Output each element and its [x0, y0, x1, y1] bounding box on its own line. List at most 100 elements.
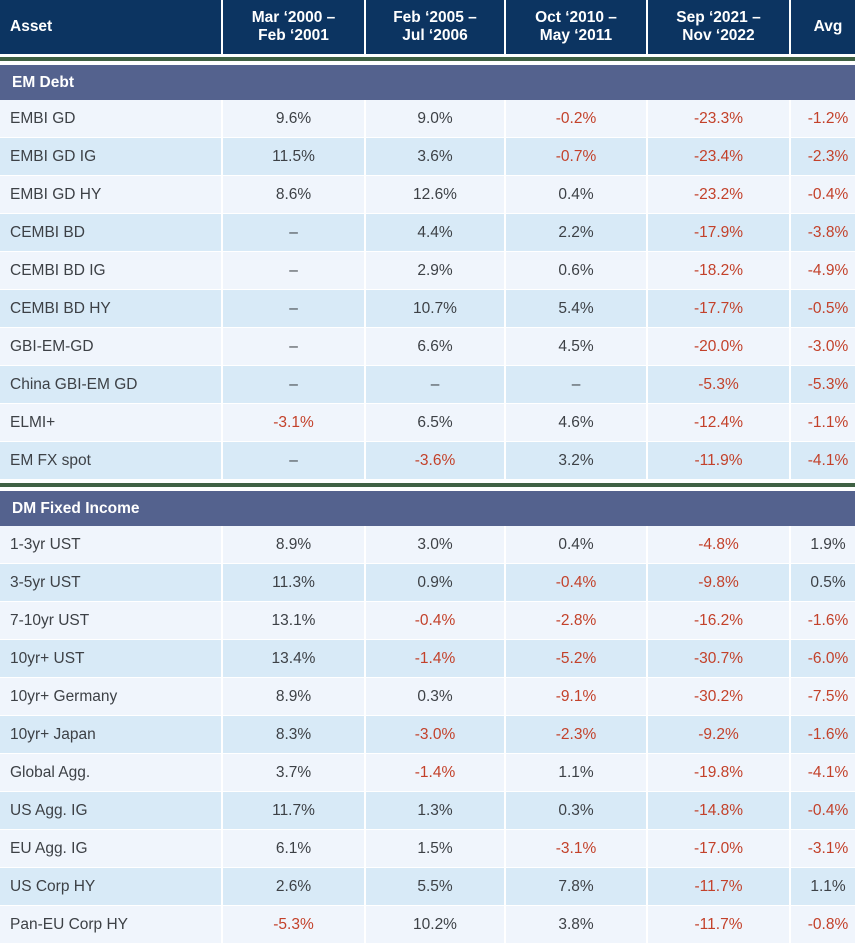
table-row: GBI-EM-GD –6.6% 4.5% -20.0% -3.0%	[0, 328, 855, 366]
cell-asset-name: ELMI+	[0, 404, 221, 441]
cell-asset-name: 1-3yr UST	[0, 526, 221, 563]
cell-average: -1.1%	[791, 404, 855, 441]
cell-asset-name: EU Agg. IG	[0, 830, 221, 867]
cell-period-return: -11.7%	[648, 906, 789, 943]
section-header-row: EM Debt	[0, 64, 855, 100]
column-header-asset-label: Asset	[10, 17, 53, 35]
cell-period-return: -1.4%	[366, 754, 504, 791]
cell-average: -0.4%	[791, 792, 855, 829]
cell-period-return: 8.6%	[223, 176, 364, 213]
column-header-asset: Asset	[0, 0, 221, 54]
cell-period-return: -0.7%	[506, 138, 646, 175]
cell-asset-name: 7-10yr UST	[0, 602, 221, 639]
table-row: CEMBI BD IG –2.9% 0.6% -18.2% -4.9%	[0, 252, 855, 290]
cell-average: -4.9%	[791, 252, 855, 289]
cell-average: -2.3%	[791, 138, 855, 175]
column-header-period-1: Mar ‘2000 – Feb ‘2001	[223, 0, 364, 54]
cell-period-return: –	[223, 214, 364, 251]
cell-asset-name: EMBI GD HY	[0, 176, 221, 213]
cell-period-return: 10.7%	[366, 290, 504, 327]
cell-average: -0.8%	[791, 906, 855, 943]
cell-average: -3.8%	[791, 214, 855, 251]
cell-asset-name: US Corp HY	[0, 868, 221, 905]
cell-period-return: 5.4%	[506, 290, 646, 327]
cell-period-return: –	[506, 366, 646, 403]
cell-period-return: -2.8%	[506, 602, 646, 639]
section-header-label: EM Debt	[12, 73, 74, 91]
cell-average: -0.4%	[791, 176, 855, 213]
cell-asset-name: 10yr+ Japan	[0, 716, 221, 753]
table-row: EMBI GD IG 11.5% 3.6% -0.7% -23.4% -2.3%	[0, 138, 855, 176]
table-row: EMBI GD HY 8.6% 12.6% 0.4% -23.2% -0.4%	[0, 176, 855, 214]
cell-period-return: -0.4%	[366, 602, 504, 639]
cell-period-return: –	[223, 290, 364, 327]
cell-asset-name: CEMBI BD HY	[0, 290, 221, 327]
column-header-period-4-label: Sep ‘2021 – Nov ‘2022	[676, 8, 761, 44]
cell-period-return: –	[223, 442, 364, 479]
cell-average: 0.5%	[791, 564, 855, 601]
column-header-period-4: Sep ‘2021 – Nov ‘2022	[648, 0, 789, 54]
cell-average: -1.6%	[791, 716, 855, 753]
section-header-row: DM Fixed Income	[0, 490, 855, 526]
table-row: US Agg. IG 11.7% 1.3% 0.3% -14.8% -0.4%	[0, 792, 855, 830]
cell-asset-name: EMBI GD	[0, 100, 221, 137]
cell-asset-name: 10yr+ Germany	[0, 678, 221, 715]
cell-period-return: 11.7%	[223, 792, 364, 829]
table-header-row: Asset Mar ‘2000 – Feb ‘2001 Feb ‘2005 – Ju…	[0, 0, 855, 54]
cell-period-return: -5.3%	[648, 366, 789, 403]
column-header-period-3: Oct ‘2010 – May ‘2011	[506, 0, 646, 54]
cell-period-return: 6.5%	[366, 404, 504, 441]
section-body: EMBI GD 9.6% 9.0% -0.2% -23.3% -1.2% EMBI GD I…	[0, 100, 855, 480]
cell-asset-name: Global Agg.	[0, 754, 221, 791]
cell-period-return: -5.3%	[223, 906, 364, 943]
cell-period-return: 9.6%	[223, 100, 364, 137]
cell-period-return: -0.4%	[506, 564, 646, 601]
cell-period-return: 13.1%	[223, 602, 364, 639]
cell-asset-name: EM FX spot	[0, 442, 221, 479]
column-header-avg: Avg	[791, 0, 855, 54]
cell-average: -0.5%	[791, 290, 855, 327]
cell-period-return: 8.9%	[223, 678, 364, 715]
cell-period-return: -1.4%	[366, 640, 504, 677]
cell-average: -7.5%	[791, 678, 855, 715]
cell-period-return: -17.0%	[648, 830, 789, 867]
cell-period-return: –	[223, 328, 364, 365]
cell-period-return: 11.5%	[223, 138, 364, 175]
cell-period-return: 9.0%	[366, 100, 504, 137]
cell-period-return: 0.3%	[366, 678, 504, 715]
cell-average: -3.1%	[791, 830, 855, 867]
cell-period-return: -14.8%	[648, 792, 789, 829]
divider-line	[0, 483, 855, 487]
cell-period-return: 4.6%	[506, 404, 646, 441]
cell-period-return: 3.2%	[506, 442, 646, 479]
cell-period-return: 4.5%	[506, 328, 646, 365]
cell-average: -6.0%	[791, 640, 855, 677]
cell-period-return: –	[223, 252, 364, 289]
table-row: 10yr+ Germany 8.9% 0.3% -9.1% -30.2% -7.5%	[0, 678, 855, 716]
cell-average: -1.2%	[791, 100, 855, 137]
cell-period-return: 3.7%	[223, 754, 364, 791]
section-body: 1-3yr UST 8.9% 3.0% 0.4% -4.8% 1.9% 3-5yr UST 1…	[0, 526, 855, 944]
cell-period-return: 0.9%	[366, 564, 504, 601]
cell-period-return: 8.3%	[223, 716, 364, 753]
divider-line	[0, 57, 855, 61]
cell-period-return: 1.5%	[366, 830, 504, 867]
cell-average: -1.6%	[791, 602, 855, 639]
cell-period-return: 0.4%	[506, 176, 646, 213]
cell-asset-name: 3-5yr UST	[0, 564, 221, 601]
cell-period-return: 0.4%	[506, 526, 646, 563]
cell-period-return: 6.1%	[223, 830, 364, 867]
cell-period-return: 10.2%	[366, 906, 504, 943]
cell-period-return: -23.3%	[648, 100, 789, 137]
cell-period-return: 13.4%	[223, 640, 364, 677]
cell-period-return: -17.7%	[648, 290, 789, 327]
cell-period-return: -17.9%	[648, 214, 789, 251]
table-row: EU Agg. IG 6.1% 1.5% -3.1% -17.0% -3.1%	[0, 830, 855, 868]
cell-period-return: -4.8%	[648, 526, 789, 563]
cell-period-return: -0.2%	[506, 100, 646, 137]
cell-period-return: -5.2%	[506, 640, 646, 677]
cell-period-return: -9.2%	[648, 716, 789, 753]
cell-period-return: 2.9%	[366, 252, 504, 289]
cell-asset-name: 10yr+ UST	[0, 640, 221, 677]
